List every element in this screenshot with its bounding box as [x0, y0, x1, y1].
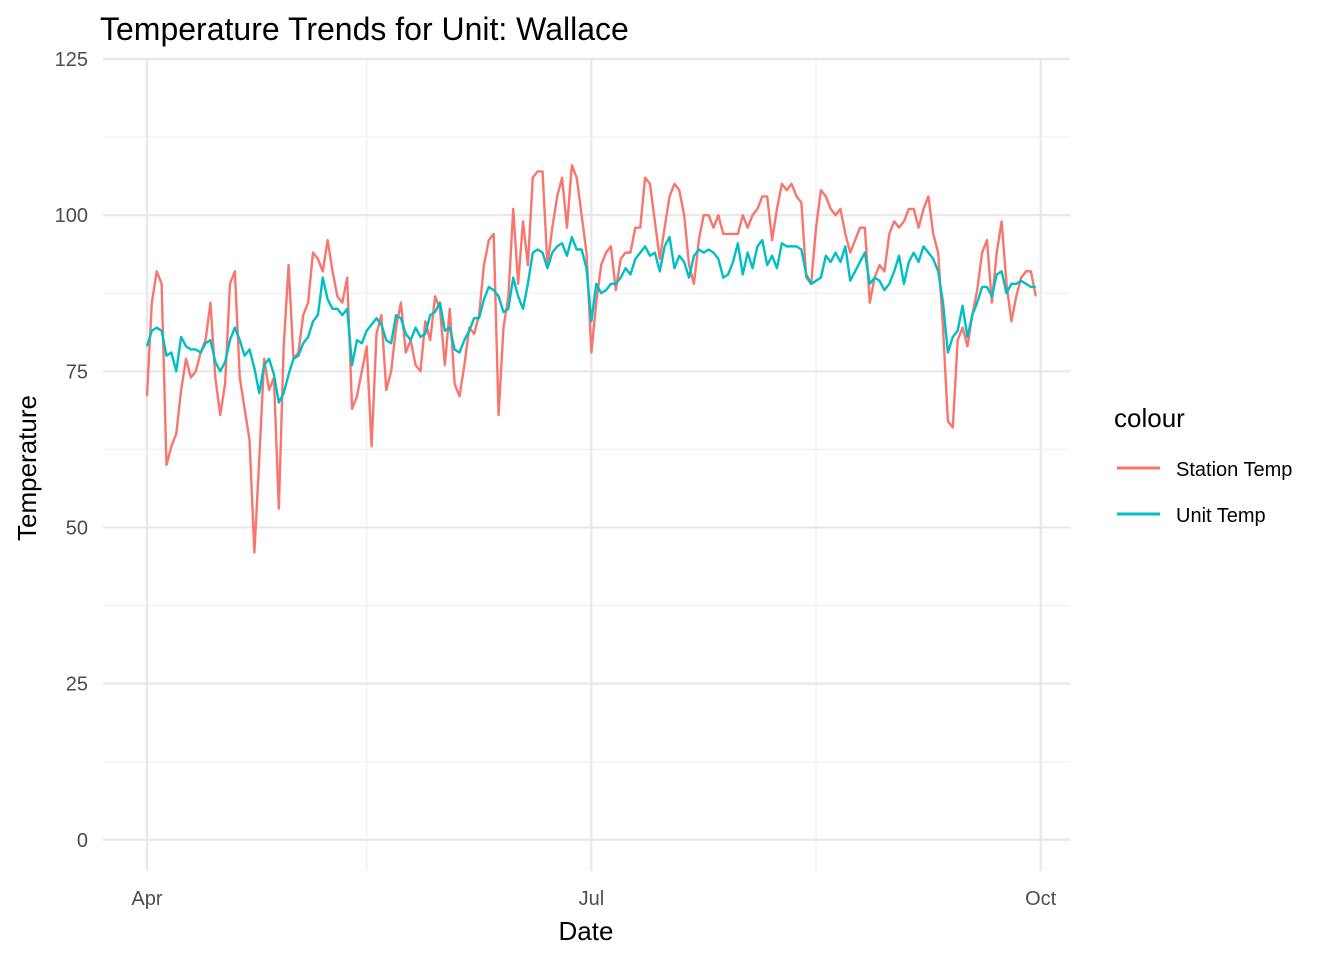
y-tick-label: 75 — [66, 361, 88, 383]
legend-title: colour — [1114, 403, 1185, 433]
x-axis-title: Date — [559, 916, 614, 946]
x-major-gridlines — [145, 59, 1042, 871]
y-tick-label: 0 — [77, 830, 88, 852]
x-minor-gridlines — [366, 59, 817, 871]
y-tick-labels: 0 25 50 75 100 125 — [55, 49, 88, 852]
legend-label-unit-temp: Unit Temp — [1176, 505, 1266, 527]
legend-item-station-temp: Station Temp — [1117, 459, 1292, 481]
x-tick-labels: Apr Jul Oct — [131, 888, 1056, 910]
series-line-unit-temp — [145, 235, 1036, 404]
x-tick-label: Apr — [131, 888, 162, 910]
y-tick-label: 125 — [55, 49, 88, 71]
series-lines — [145, 163, 1037, 554]
x-tick-label: Jul — [579, 888, 605, 910]
y-tick-label: 100 — [55, 205, 88, 227]
x-tick-label: Oct — [1025, 888, 1057, 910]
chart-title: Temperature Trends for Unit: Wallace — [100, 11, 629, 47]
y-tick-label: 50 — [66, 517, 88, 539]
legend-item-unit-temp: Unit Temp — [1117, 505, 1266, 527]
y-minor-gridlines — [103, 136, 1070, 763]
y-axis-title: Temperature — [12, 395, 42, 541]
y-tick-label: 25 — [66, 674, 88, 696]
legend: colour Station Temp Unit Temp — [1114, 403, 1292, 527]
legend-label-station-temp: Station Temp — [1176, 459, 1292, 481]
